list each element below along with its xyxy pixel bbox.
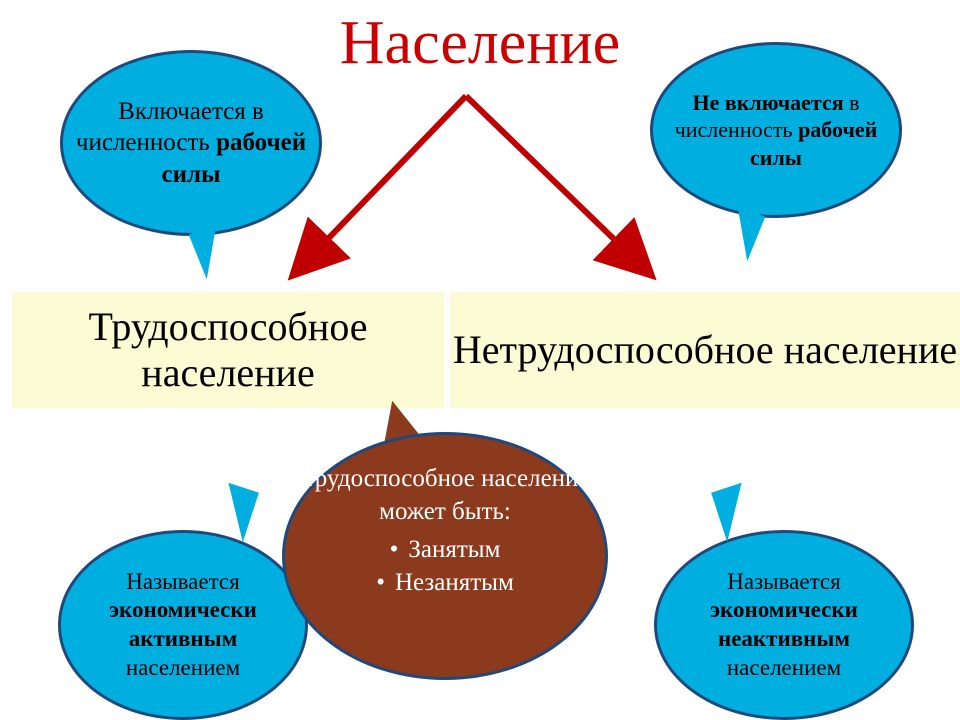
callout-bottom-right: Называется экономически неактивным насел… — [654, 530, 914, 720]
label: Нетрудоспособное население — [453, 327, 957, 373]
center-line: Трудоспособное население может быть: — [285, 463, 605, 528]
text-bold: экономически неактивным — [710, 597, 858, 651]
arrow-left — [296, 96, 466, 272]
list-item: Занятым — [285, 534, 605, 567]
arrow-right — [466, 96, 648, 272]
text: Называется — [126, 569, 239, 594]
text: населением — [126, 655, 240, 680]
callout-bottom-left: Называется экономически активным населен… — [58, 530, 308, 720]
center-list: Занятым Незанятым — [285, 534, 605, 599]
text: Называется — [727, 569, 840, 594]
text-bold: Не включается — [692, 90, 843, 115]
text-bold: экономически активным — [109, 597, 257, 651]
label: Трудоспособное население — [12, 304, 444, 396]
category-box-right: Нетрудоспособное население — [450, 292, 960, 408]
callout-top-right: Не включается в численность рабочей силы — [650, 42, 902, 218]
callout-top-left: Включается в численность рабочей силы — [60, 50, 322, 236]
category-box-left: Трудоспособное население — [12, 292, 444, 408]
text: населением — [727, 655, 841, 680]
center-callout: Трудоспособное население может быть: Зан… — [282, 432, 608, 680]
list-item: Незанятым — [285, 567, 605, 600]
